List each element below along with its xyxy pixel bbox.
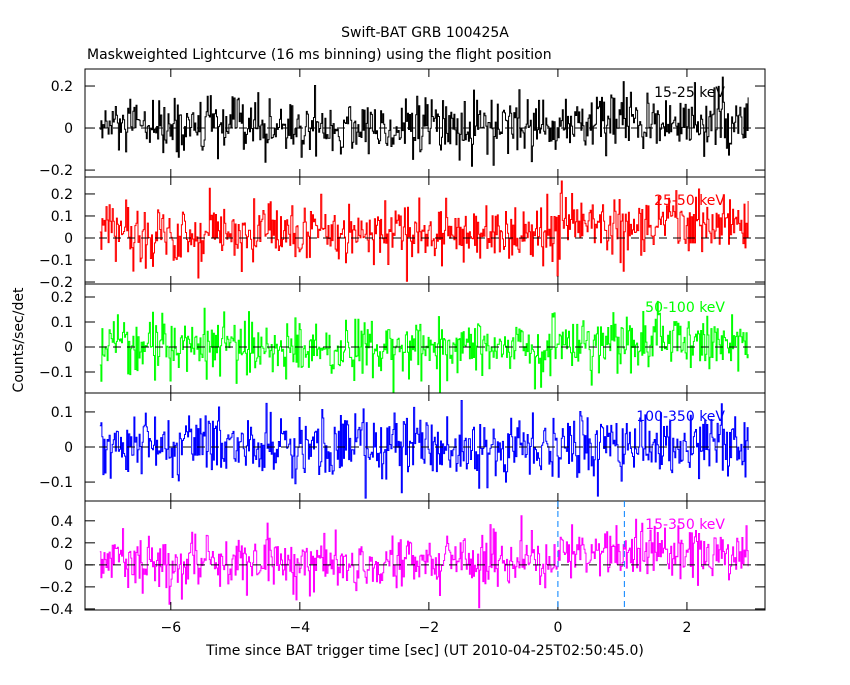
- y-tick-label: 0: [64, 231, 73, 247]
- y-tick-label: −0.1: [39, 365, 73, 381]
- y-tick-label: 0.2: [51, 79, 73, 95]
- x-tick-label: −4: [290, 620, 311, 636]
- x-axis-label: Time since BAT trigger time [sec] (UT 20…: [205, 643, 644, 659]
- series-line-3: [99, 300, 749, 394]
- y-tick-label: 0.2: [51, 187, 73, 203]
- y-tick-label: −0.4: [39, 602, 73, 618]
- y-axis-label: Counts/sec/det: [11, 287, 27, 392]
- series-line-1: [99, 76, 749, 167]
- y-tick-label: 0.2: [51, 536, 73, 552]
- y-tick-label: 0.1: [51, 315, 73, 331]
- y-tick-label: 0: [64, 340, 73, 356]
- chart-title: Swift-BAT GRB 100425A: [341, 25, 509, 41]
- y-tick-label: 0.1: [51, 405, 73, 421]
- y-tick-label: −0.2: [39, 275, 73, 291]
- x-tick-label: 2: [682, 620, 691, 636]
- y-tick-label: 0.2: [51, 290, 73, 306]
- series-line-2: [99, 180, 749, 282]
- y-tick-label: 0: [64, 440, 73, 456]
- x-tick-label: 0: [553, 620, 562, 636]
- band-label: 50-100 keV: [645, 300, 725, 316]
- y-tick-label: −0.1: [39, 253, 73, 269]
- band-label: 100-350 keV: [636, 409, 725, 425]
- x-tick-label: −2: [419, 620, 440, 636]
- series-line-5: [99, 515, 749, 609]
- panel-frame: [84, 500, 766, 611]
- y-tick-label: 0.1: [51, 209, 73, 225]
- y-tick-label: 0.4: [51, 514, 73, 530]
- y-tick-label: −0.1: [39, 475, 73, 491]
- y-tick-label: −0.2: [39, 580, 73, 596]
- y-tick-label: −0.2: [39, 163, 73, 179]
- y-tick-label: 0: [64, 558, 73, 574]
- band-label: 25-50 keV: [654, 193, 725, 209]
- series-line-4: [99, 400, 749, 499]
- y-tick-label: 0: [64, 121, 73, 137]
- band-label: 15-350 keV: [645, 517, 725, 533]
- band-label: 15-25 keV: [654, 85, 725, 101]
- chart-subtitle: Maskweighted Lightcurve (16 ms binning) …: [87, 47, 552, 63]
- x-tick-label: −6: [160, 620, 181, 636]
